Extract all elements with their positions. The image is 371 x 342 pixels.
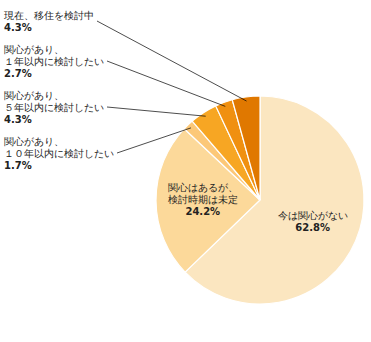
leader-line bbox=[97, 21, 247, 101]
value-label: 62.8% bbox=[295, 222, 330, 233]
value-label: 2.7% bbox=[4, 68, 32, 79]
slice-label: 現在、移住を検討中4.3% bbox=[4, 10, 94, 33]
slice-label: 関心があり、１０年以内に検討したい1.7% bbox=[4, 136, 114, 171]
slice-label: 今は関心がない62.8% bbox=[278, 210, 348, 233]
value-label: 24.2% bbox=[185, 206, 220, 217]
chart: 今は関心がない62.8% 関心はあるが、検討時期は未定24.2% 現在、移住を検討中… bbox=[0, 0, 371, 342]
value-label: 1.7% bbox=[4, 160, 32, 171]
slice-label: 関心はあるが、検討時期は未定24.2% bbox=[168, 182, 238, 217]
value-label: 4.3% bbox=[4, 22, 32, 33]
category-label: 関心があり、５年以内に検討したい bbox=[4, 90, 104, 113]
value-label: 4.3% bbox=[4, 114, 32, 125]
category-label: 関心があり、１年以内に検討したい bbox=[4, 44, 104, 67]
leader-line bbox=[117, 128, 191, 153]
slice-label: 関心があり、５年以内に検討したい4.3% bbox=[4, 90, 104, 125]
category-label: 関心はあるが、検討時期は未定 bbox=[168, 182, 238, 205]
category-label: 現在、移住を検討中 bbox=[4, 10, 94, 21]
category-label: 今は関心がない bbox=[278, 210, 348, 221]
pie bbox=[156, 96, 364, 304]
slice-label: 関心があり、１年以内に検討したい2.7% bbox=[4, 44, 104, 79]
leader-line bbox=[107, 107, 206, 116]
labels: 今は関心がない62.8% 関心はあるが、検討時期は未定24.2% 現在、移住を検討中… bbox=[4, 10, 348, 233]
category-label: 関心があり、１０年以内に検討したい bbox=[4, 136, 114, 159]
leader-line bbox=[107, 61, 225, 106]
